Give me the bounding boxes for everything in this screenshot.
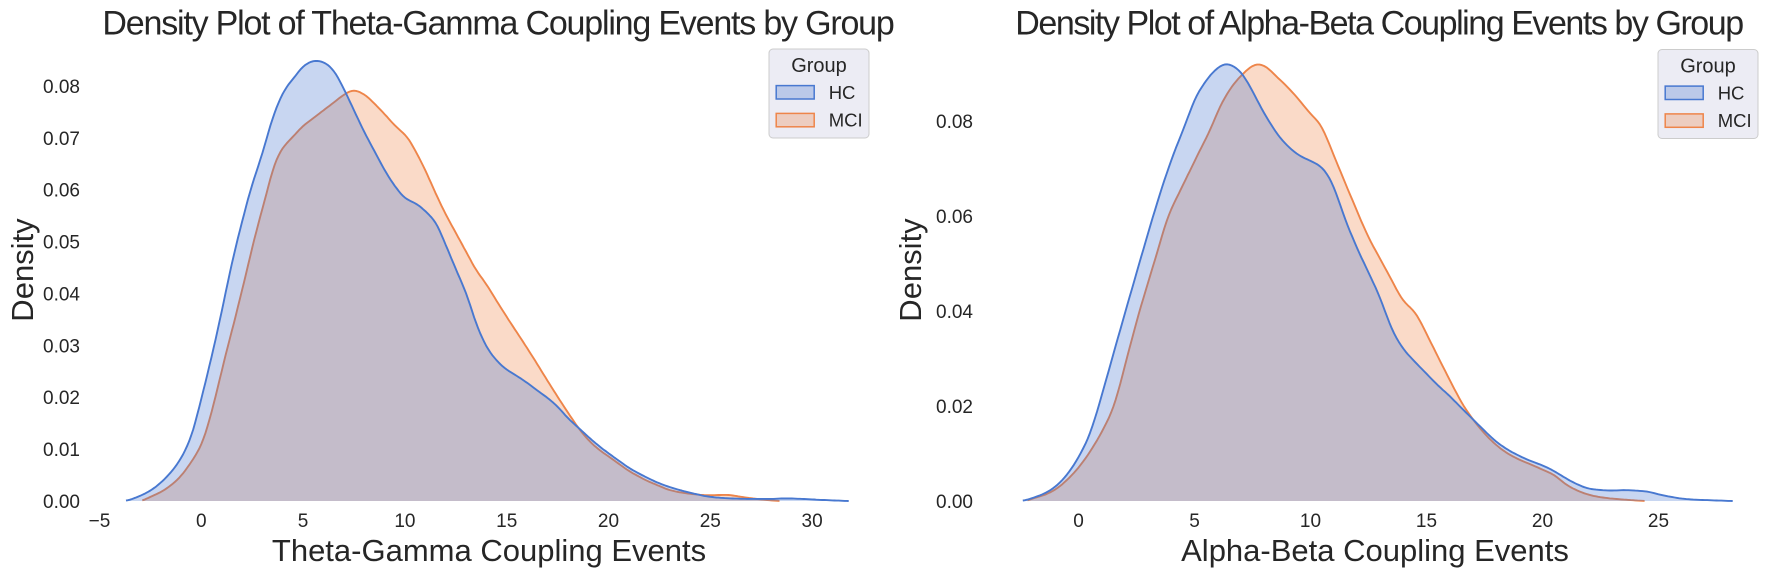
svg-text:Density Plot of Theta-Gamma Co: Density Plot of Theta-Gamma Coupling Eve… xyxy=(102,5,893,43)
svg-text:0.08: 0.08 xyxy=(936,112,973,133)
svg-text:Alpha-Beta Coupling Events: Alpha-Beta Coupling Events xyxy=(1181,533,1569,568)
svg-text:HC: HC xyxy=(829,82,856,103)
svg-text:20: 20 xyxy=(1532,511,1553,532)
svg-text:20: 20 xyxy=(598,511,619,532)
svg-text:5: 5 xyxy=(1189,511,1200,532)
svg-text:0.06: 0.06 xyxy=(43,181,80,202)
svg-text:15: 15 xyxy=(496,511,517,532)
svg-text:0.00: 0.00 xyxy=(936,492,973,513)
svg-text:Density: Density xyxy=(893,218,928,322)
svg-text:0: 0 xyxy=(1073,511,1084,532)
svg-text:Density Plot of Alpha-Beta Cou: Density Plot of Alpha-Beta Coupling Even… xyxy=(1015,5,1743,43)
svg-text:0.08: 0.08 xyxy=(43,77,80,98)
svg-text:Group: Group xyxy=(1680,56,1736,78)
svg-text:−5: −5 xyxy=(89,511,111,532)
svg-text:0.02: 0.02 xyxy=(936,397,973,418)
svg-text:0.04: 0.04 xyxy=(43,284,80,305)
svg-text:0.00: 0.00 xyxy=(43,492,80,513)
svg-text:0: 0 xyxy=(196,511,207,532)
svg-text:HC: HC xyxy=(1718,83,1745,104)
svg-text:Theta-Gamma Coupling Events: Theta-Gamma Coupling Events xyxy=(272,533,706,568)
svg-text:5: 5 xyxy=(298,511,309,532)
svg-text:10: 10 xyxy=(394,511,415,532)
svg-text:30: 30 xyxy=(802,511,823,532)
svg-text:10: 10 xyxy=(1300,511,1321,532)
svg-text:MCI: MCI xyxy=(829,110,863,131)
svg-text:0.02: 0.02 xyxy=(43,388,80,409)
svg-text:0.01: 0.01 xyxy=(43,440,80,461)
svg-text:Group: Group xyxy=(791,55,847,77)
svg-text:0.03: 0.03 xyxy=(43,336,80,357)
svg-text:25: 25 xyxy=(700,511,721,532)
svg-text:0.07: 0.07 xyxy=(43,129,80,150)
svg-text:25: 25 xyxy=(1648,511,1669,532)
svg-text:0.06: 0.06 xyxy=(936,207,973,228)
svg-text:0.04: 0.04 xyxy=(936,302,973,323)
svg-text:15: 15 xyxy=(1416,511,1437,532)
svg-text:Density: Density xyxy=(5,218,40,322)
svg-text:MCI: MCI xyxy=(1718,110,1752,131)
svg-text:0.05: 0.05 xyxy=(43,233,80,254)
